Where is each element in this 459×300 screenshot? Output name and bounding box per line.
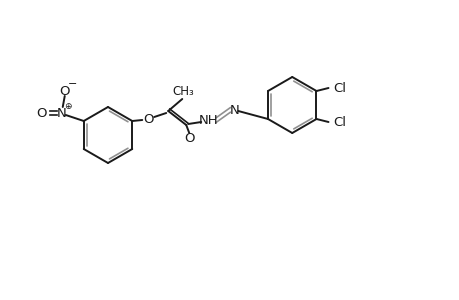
Text: O: O [143,112,153,125]
Text: Cl: Cl [332,116,345,128]
Text: ⊕: ⊕ [64,101,71,110]
Text: N: N [229,103,239,116]
Text: NH: NH [198,113,218,127]
Text: N: N [57,106,67,119]
Text: CH₃: CH₃ [172,85,194,98]
Text: O: O [59,85,70,98]
Text: Cl: Cl [332,82,345,94]
Text: O: O [184,131,194,145]
Text: −: − [68,79,77,89]
Text: O: O [36,106,47,119]
